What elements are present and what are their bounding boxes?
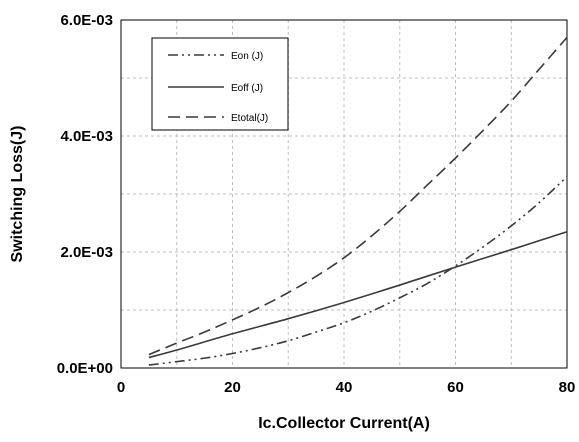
tick-labels: 0 20 40 60 80 0.0E+00 2.0E-03 4.0E-03 6.0E-03 xyxy=(57,12,576,396)
series-layer xyxy=(148,36,568,366)
x-axis-title: Ic.Collector Current(A) xyxy=(258,415,430,432)
x-tick-label: 0 xyxy=(117,379,125,396)
y-axis-title: Switching Loss(J) xyxy=(9,126,26,263)
series-line-eon xyxy=(148,176,568,366)
series-line-eoff xyxy=(148,230,568,359)
x-tick-label: 80 xyxy=(559,379,576,396)
x-tick-label: 40 xyxy=(336,379,353,396)
y-tick-label: 2.0E-03 xyxy=(60,244,113,261)
y-tick-label: 0.0E+00 xyxy=(57,360,113,377)
legend-box xyxy=(151,37,289,131)
legend-label-eon: Eon (J) xyxy=(231,51,263,62)
x-tick-label: 60 xyxy=(447,379,464,396)
series-line-etotal xyxy=(148,36,568,356)
y-tick-label: 6.0E-03 xyxy=(60,12,113,29)
legend-label-etotal: Etotal(J) xyxy=(231,113,268,124)
y-tick-label: 4.0E-03 xyxy=(60,128,113,145)
legend-label-eoff: Eoff (J) xyxy=(231,83,263,94)
plot-area-frame xyxy=(120,19,568,369)
x-tick-label: 20 xyxy=(224,379,241,396)
legend: Eon (J) Eoff (J) Etotal(J) xyxy=(151,37,289,131)
